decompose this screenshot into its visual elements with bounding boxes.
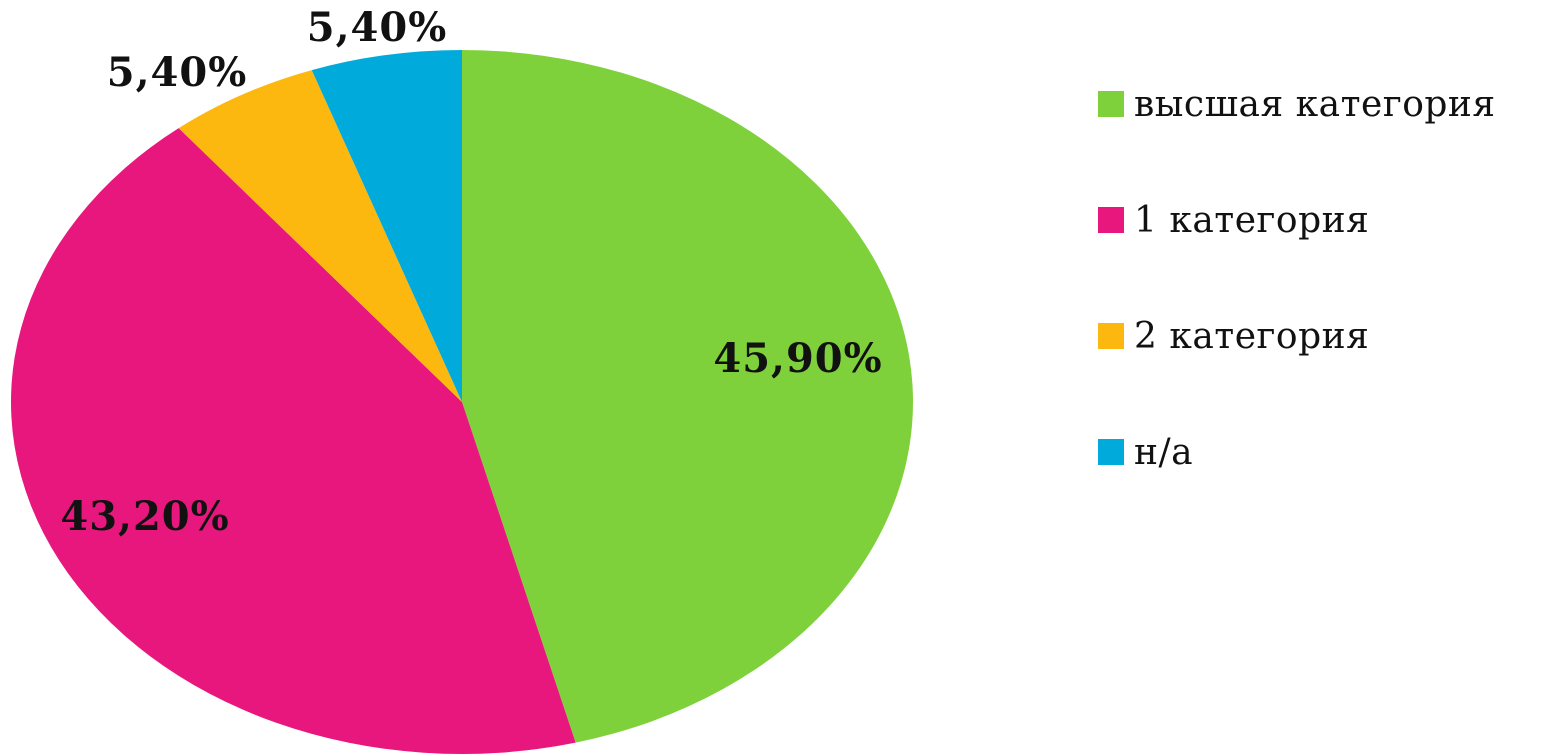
legend-label: 2 категория	[1134, 315, 1370, 357]
pie-slices	[10, 50, 913, 754]
legend-label: 1 категория	[1134, 199, 1370, 241]
pie-chart: 45,90% 43,20% 5,40% 5,40%	[10, 4, 913, 754]
legend-item-1-kategoriya: 1 категория	[1098, 196, 1548, 244]
data-label-2-kategoriya: 5,40%	[107, 49, 247, 96]
data-label-na: 5,40%	[307, 4, 447, 51]
data-label-vysshaya: 45,90%	[713, 335, 882, 382]
legend: высшая категория 1 категория 2 категория…	[1098, 80, 1548, 544]
legend-swatch	[1098, 323, 1124, 349]
data-label-1-kategoriya: 43,20%	[60, 493, 229, 540]
legend-swatch	[1098, 91, 1124, 117]
legend-swatch	[1098, 439, 1124, 465]
pie-slice-2-kategoriya	[178, 70, 463, 403]
legend-label: высшая категория	[1134, 83, 1496, 125]
pie-slice-vysshaya	[462, 50, 913, 743]
legend-label: н/а	[1134, 431, 1194, 473]
legend-item-vysshaya: высшая категория	[1098, 80, 1548, 128]
pie-slice-1-kategoriya	[10, 128, 576, 754]
legend-swatch	[1098, 207, 1124, 233]
pie-data-labels: 45,90% 43,20% 5,40% 5,40%	[60, 4, 882, 540]
legend-item-2-kategoriya: 2 категория	[1098, 312, 1548, 360]
pie-slice-na	[311, 50, 462, 402]
legend-item-na: н/а	[1098, 428, 1548, 476]
